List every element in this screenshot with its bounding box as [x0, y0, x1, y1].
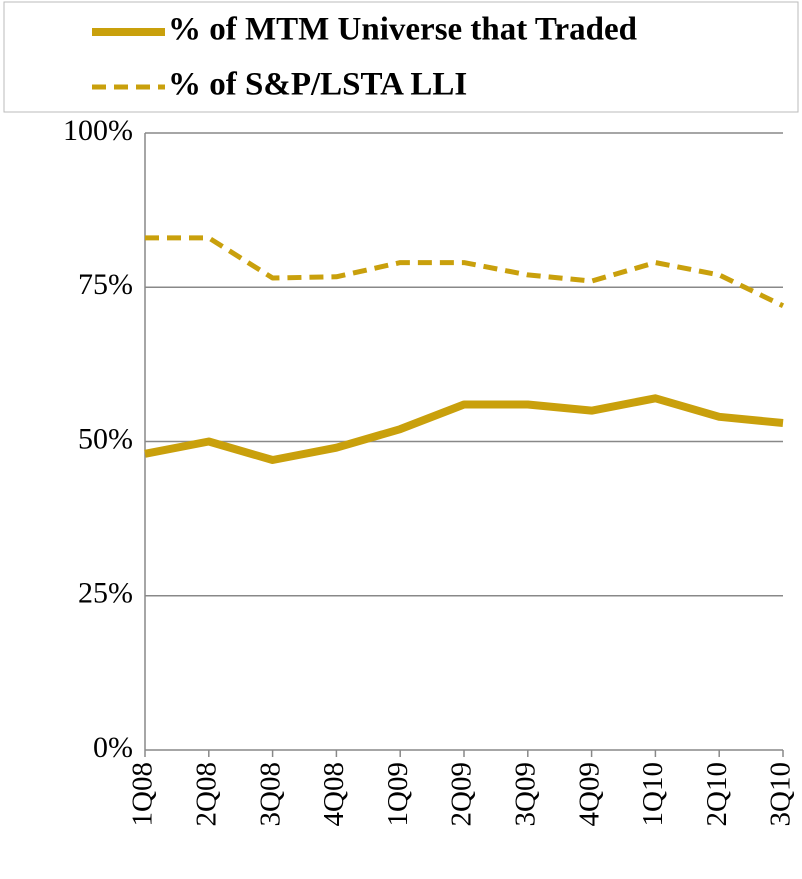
- y-tick-label: 75%: [78, 268, 133, 301]
- y-tick-label: 25%: [78, 577, 133, 610]
- y-tick-label: 50%: [78, 422, 133, 455]
- x-tick-label: 4Q08: [318, 762, 350, 826]
- x-tick-label: 3Q10: [765, 762, 797, 826]
- legend-box: [3, 1, 799, 113]
- x-tick-label: 1Q08: [127, 762, 159, 826]
- series-line: [144, 394, 784, 465]
- series-line: [145, 235, 785, 309]
- y-tick-label: 0%: [93, 731, 133, 764]
- x-tick-label: 2Q10: [701, 762, 733, 826]
- x-tick-label: 1Q09: [382, 762, 414, 826]
- legend-label: % of S&P/LSTA LLI: [168, 67, 467, 103]
- x-tick-label: 2Q08: [190, 762, 222, 826]
- x-tick-label: 4Q09: [573, 762, 605, 826]
- legend-label: % of MTM Universe that Traded: [168, 12, 637, 48]
- y-tick-label: 100%: [63, 114, 133, 147]
- x-tick-label: 2Q09: [446, 762, 478, 826]
- x-tick-label: 1Q10: [637, 762, 669, 826]
- x-tick-label: 3Q08: [254, 762, 286, 826]
- x-tick-label: 3Q09: [509, 762, 541, 826]
